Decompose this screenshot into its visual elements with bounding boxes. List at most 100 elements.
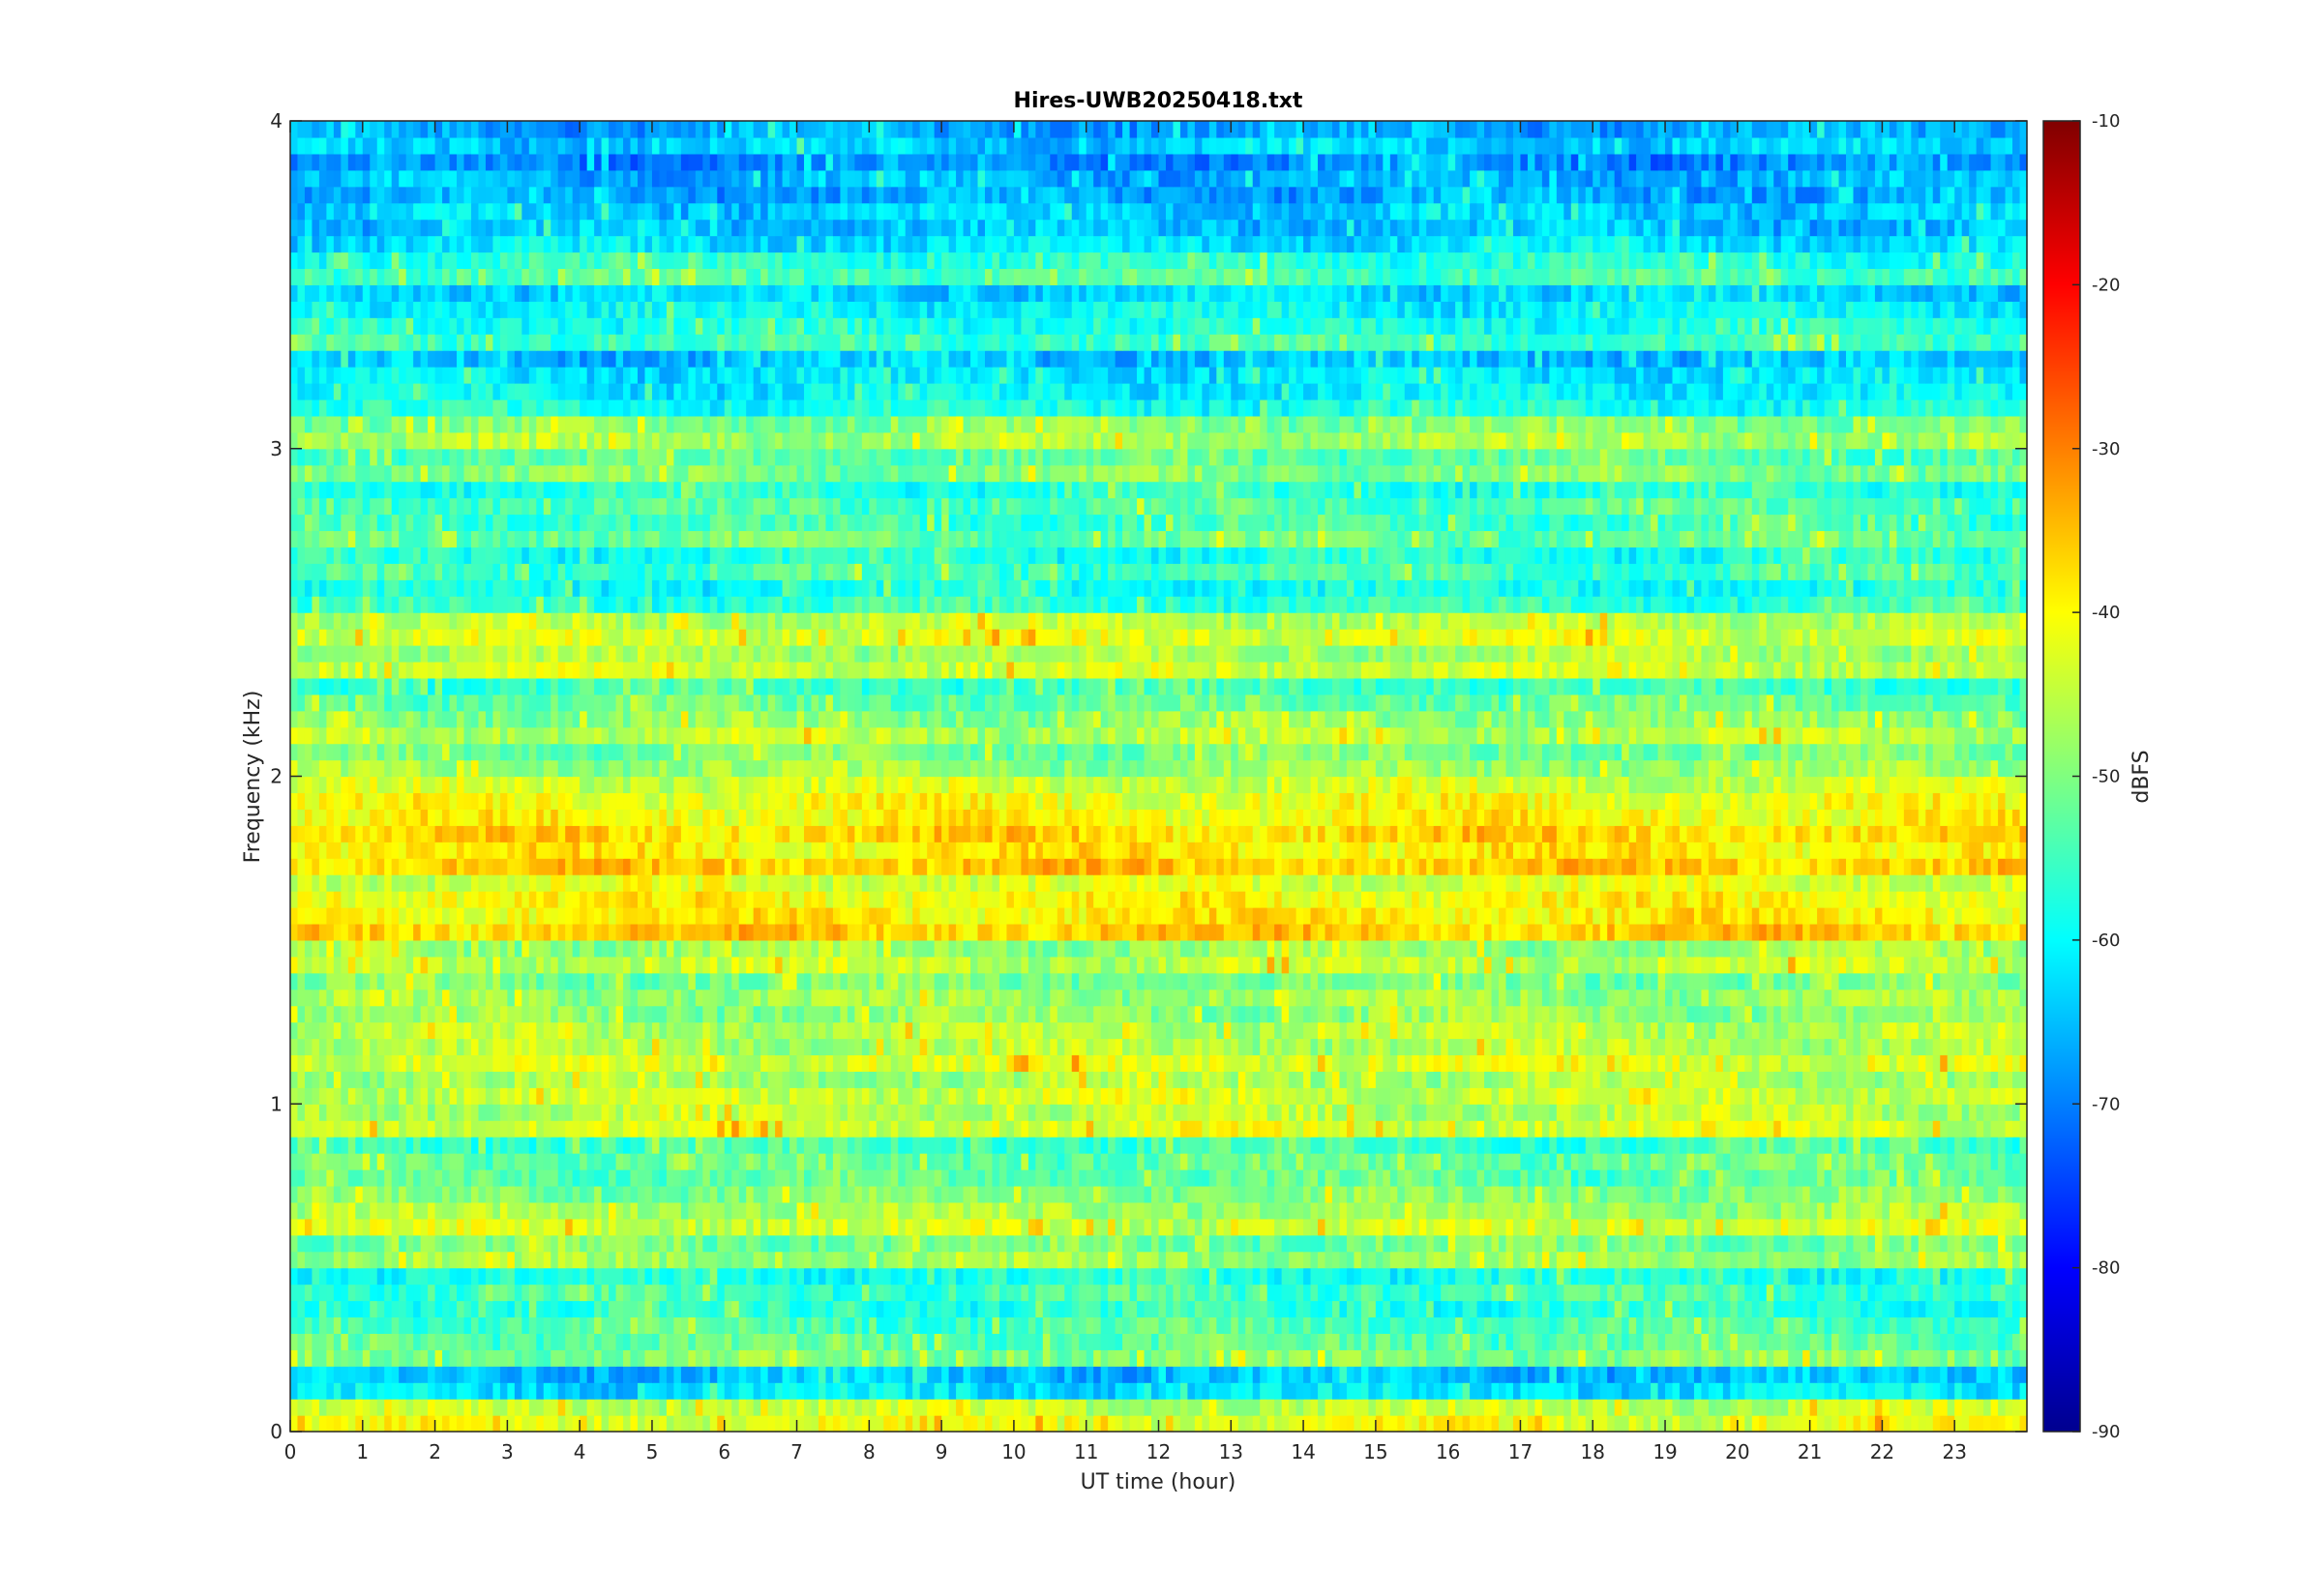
heatmap-cell [1086,1316,1094,1334]
heatmap-cell [1889,1399,1897,1416]
heatmap-cell [1412,1382,1420,1400]
heatmap-cell [731,1185,740,1203]
heatmap-cell [1940,1185,1949,1203]
heatmap-cell [1057,1234,1065,1253]
heatmap-cell [1780,1201,1789,1220]
heatmap-cell [1491,1382,1500,1400]
heatmap-cell [919,1399,928,1416]
heatmap-cell [514,1087,522,1105]
heatmap-cell [1520,1201,1529,1220]
heatmap-cell [861,1382,870,1400]
heatmap-cell [992,1087,1000,1105]
heatmap-cell [1245,1284,1254,1302]
heatmap-cell [565,1333,574,1350]
heatmap-cell [1599,1185,1608,1203]
heatmap-cell [457,1316,465,1334]
heatmap-cell [1383,1399,1391,1416]
heatmap-cell [1295,1316,1304,1334]
heatmap-cell [1636,1251,1645,1269]
heatmap-cell [1071,1185,1080,1203]
heatmap-cell [1484,1120,1493,1138]
heatmap-cell [1744,1185,1753,1203]
heatmap-cell [1534,1201,1543,1220]
heatmap-cell [609,1399,617,1416]
heatmap-cell [963,1267,971,1286]
heatmap-cell [717,1349,726,1367]
heatmap-cell [1071,1201,1080,1220]
heatmap-cell [1455,1185,1464,1203]
heatmap-cell [1622,1120,1630,1138]
heatmap-cell [840,1251,848,1269]
heatmap-cell [934,1185,942,1203]
heatmap-cell [1021,1137,1029,1154]
heatmap-cell [1057,1415,1065,1433]
heatmap-cell [998,1169,1008,1187]
heatmap-cell [362,1333,371,1350]
heatmap-cell [341,1284,349,1302]
heatmap-cell [659,1333,668,1350]
heatmap-cell [1404,1234,1413,1253]
heatmap-cell [536,1333,545,1350]
heatmap-cell [1802,1201,1811,1220]
heatmap-cell [1599,1104,1608,1121]
heatmap-cell [847,1366,855,1383]
heatmap-cell [1071,1382,1080,1400]
heatmap-cell [580,1201,588,1220]
heatmap-cell [1187,1218,1196,1236]
heatmap-cell [297,1366,306,1383]
heatmap-cell [1925,1349,1934,1367]
heatmap-cell [1889,1234,1897,1253]
heatmap-cell [1194,1349,1203,1367]
heatmap-cell [746,1349,755,1367]
heatmap-cell [1151,1120,1160,1138]
heatmap-cell [1194,1137,1203,1154]
heatmap-cell [594,1399,603,1416]
heatmap-cell [963,1185,971,1203]
heatmap-cell [919,1153,928,1170]
heatmap-cell [1556,1120,1564,1138]
heatmap-cell [601,1087,610,1105]
heatmap-cell [912,1169,921,1187]
heatmap-cell [1122,1382,1131,1400]
heatmap-cell [1013,1399,1022,1416]
heatmap-cell [1281,1333,1290,1350]
heatmap-cell [297,1382,306,1400]
heatmap-cell [1281,1366,1290,1383]
heatmap-cell [666,1218,674,1236]
heatmap-cell [1824,1366,1832,1383]
heatmap-cell [1541,1382,1550,1400]
heatmap-cell [1802,1185,1811,1203]
heatmap-cell [391,1169,400,1187]
heatmap-cell [399,1120,407,1138]
heatmap-cell [1404,1349,1413,1367]
heatmap-cell [869,1153,878,1170]
heatmap-cell [1680,1382,1688,1400]
heatmap-cell [688,1399,697,1416]
heatmap-cell [840,1333,848,1350]
heatmap-cell [2005,1185,2013,1203]
heatmap-cell [514,1366,522,1383]
heatmap-cell [326,1415,335,1433]
heatmap-cell [753,1137,761,1154]
heatmap-cell [1476,1169,1485,1187]
heatmap-cell [709,1169,718,1187]
heatmap-cell [992,1382,1000,1400]
heatmap-cell [1541,1201,1550,1220]
heatmap-cell [623,1120,632,1138]
heatmap-cell [1860,1169,1869,1187]
heatmap-cell [673,1267,682,1286]
heatmap-cell [1708,1300,1716,1318]
heatmap-cell [362,1120,371,1138]
heatmap-cell [1976,1366,1984,1383]
heatmap-cell [615,1218,624,1236]
heatmap-cell [746,1382,755,1400]
heatmap-cell [956,1300,965,1318]
heatmap-cell [1593,1333,1601,1350]
heatmap-cell [470,1300,480,1318]
heatmap-cell [832,1382,842,1400]
heatmap-cell [594,1104,603,1121]
heatmap-cell [1165,1284,1175,1302]
heatmap-cell [1824,1234,1832,1253]
heatmap-cell [702,1218,711,1236]
heatmap-cell [1006,1218,1015,1236]
